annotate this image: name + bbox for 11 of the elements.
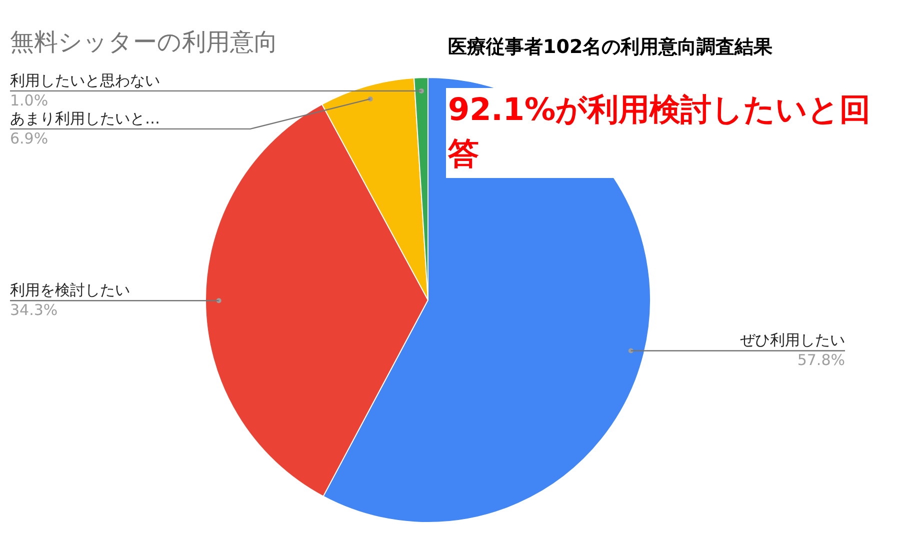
slice-label: 利用したいと思わない: [10, 71, 160, 90]
data-label: 57.8%: [797, 351, 845, 370]
slice-label: ぜひ利用したい: [740, 331, 845, 350]
slice-label: あまり利用したいと…: [10, 109, 160, 128]
chart-title: 無料シッターの利用意向: [10, 27, 278, 58]
text: 医療従事者102名の利用意向調査結果: [448, 35, 773, 60]
slice-label: 利用を検討したい: [10, 281, 130, 300]
data-label: 1.0%: [10, 91, 48, 110]
text: 92.1%が利用検討したいと回答: [446, 88, 900, 178]
data-label: 34.3%: [10, 301, 58, 320]
data-label: 6.9%: [10, 129, 48, 148]
